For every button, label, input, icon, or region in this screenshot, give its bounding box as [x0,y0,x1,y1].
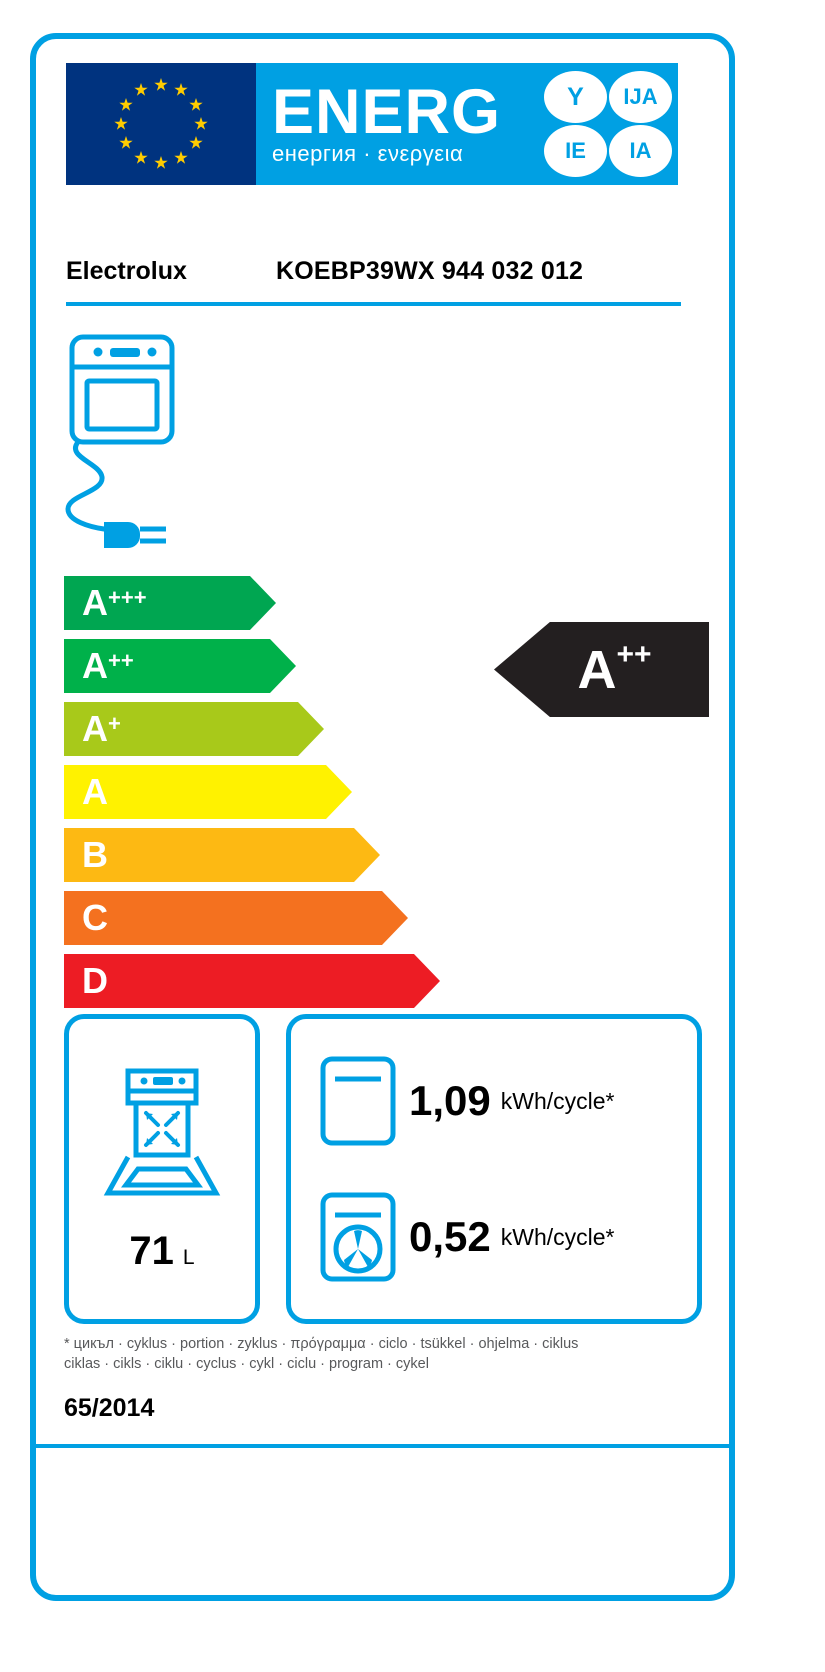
consumption-value: 1,09 [409,1077,491,1124]
grade-letter: C [82,897,108,938]
product-identification: Electrolux KOEBP39WX 944 032 012 [66,257,681,286]
grade-arrow-a-plus-plus: A ++ [64,639,296,693]
conventional-heating-icon-box [307,1053,409,1149]
volume-unit: L [182,1245,195,1269]
consumption-unit: kWh/cycle* [500,1087,615,1114]
electric-oven-icon [60,329,190,549]
grade-letter: A [82,708,108,749]
volume-value: 71 L [129,1229,194,1274]
grade-letter: A [82,582,108,623]
footnote-line-2: ciklas · cikls · ciklu · cyclus · cykl ·… [64,1356,429,1372]
energy-label-frame: ENERG енергия · ενεργεια Y IJA IE IA Ele… [30,33,735,1601]
oven-volume-icon [103,1068,221,1195]
grade-row-d: D [64,954,464,1008]
grade-letter: B [82,834,108,875]
oven-cord-svg [65,334,175,548]
language-badges: Y IJA IE IA [544,71,672,177]
fan-forced-heating-icon [320,1192,396,1282]
rating-plus: ++ [616,638,652,671]
energy-consumption-panel: 1,09 kWh/cycle* 0,5 [286,1014,702,1324]
grade-plus: ++ [108,648,134,673]
brand-name: Electrolux [66,257,187,285]
grade-arrow-d: D [64,954,440,1008]
volume-number: 71 [129,1228,174,1273]
energ-title: ENERG [272,77,502,147]
eu-stars-svg [114,78,208,169]
energ-subtitle: енергия · ενεργεια [272,141,464,166]
consumption-row-conventional: 1,09 kWh/cycle* [307,1053,681,1149]
grade-arrow-a: A [64,765,352,819]
grade-plus: + [108,711,121,736]
regulation-number: 65/2014 [64,1394,155,1422]
energy-rating-arrow: A ++ [494,622,709,717]
grade-row-b: B [64,828,464,882]
grade-arrow-c: C [64,891,408,945]
grade-row-a: A [64,765,464,819]
badge-ija-icon: IJA [609,71,672,123]
grade-row-a-plus: A + [64,702,464,756]
energ-wordmark: ENERG енергия · ενεργεια [272,81,501,167]
grade-plus: +++ [108,585,147,610]
energ-banner: ENERG енергия · ενεργεια Y IJA IE IA [256,63,678,185]
energy-class-scale: A +++ A ++ A + A [64,576,464,1017]
fan-forced-heating-icon-box [307,1189,409,1285]
consumption-row-fan-forced: 0,52 kWh/cycle* [307,1189,681,1285]
grade-letter: D [82,960,108,1001]
grade-arrow-b: B [64,828,380,882]
grade-arrow-a-plus: A + [64,702,324,756]
cavity-volume-panel: 71 L [64,1014,260,1324]
badge-ia-icon: IA [609,125,672,177]
rating-letter: A [577,639,617,700]
grade-letter: A [82,645,108,686]
model-name: KOEBP39WX 944 032 012 [276,257,584,285]
brand-divider [66,302,681,306]
conventional-heating-icon [320,1056,396,1146]
consumption-value: 0,52 [409,1213,491,1260]
grade-arrow-a-plus-plus-plus: A +++ [64,576,276,630]
grade-row-a-plus-plus-plus: A +++ [64,576,464,630]
page-bottom-strip [0,1640,825,1672]
bottom-divider [36,1444,729,1448]
european-union-flag-icon [66,63,256,185]
footnote-line-1: * цикъл · cyklus · portion · zyklus · πρ… [64,1336,579,1352]
badge-ie-icon: IE [544,125,607,177]
consumption-unit: kWh/cycle* [500,1223,615,1250]
cycle-translation-footnote: * цикъл · cyklus · portion · zyklus · πρ… [64,1334,694,1374]
grade-row-c: C [64,891,464,945]
badge-y-icon: Y [544,71,607,123]
grade-row-a-plus-plus: A ++ [64,639,464,693]
label-header: ENERG енергия · ενεργεια Y IJA IE IA [66,63,678,185]
grade-letter: A [82,771,108,812]
